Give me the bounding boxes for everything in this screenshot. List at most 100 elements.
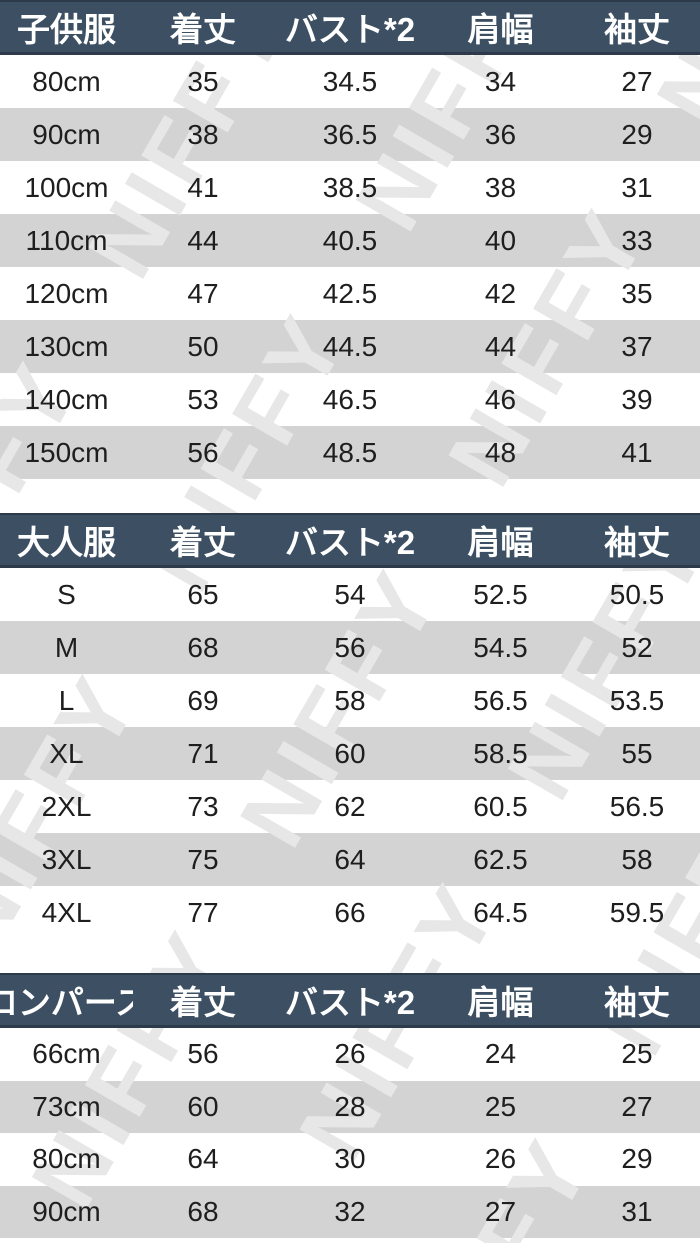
size-value: 42.5	[273, 267, 427, 320]
column-header-bust: バスト*2	[284, 524, 416, 561]
size-label: L	[0, 674, 133, 727]
cell-text: 2XL	[41, 790, 92, 822]
size-label: 66cm	[0, 1028, 133, 1081]
cell-text: 66cm	[32, 1038, 101, 1070]
size-value: 34.5	[273, 55, 427, 108]
cell-text: 69	[187, 684, 219, 716]
column-header-bust: バスト*2	[284, 11, 416, 48]
size-value: 40.5	[273, 214, 427, 267]
cell-text: 140cm	[24, 383, 109, 415]
table-row: 100cm 41 38.5 38 31	[0, 161, 700, 214]
cell-text: 25	[621, 1038, 653, 1070]
cell-text: 38	[484, 171, 517, 203]
cell-text: 54.5	[473, 631, 528, 663]
cell-text: XL	[49, 737, 84, 769]
size-value: 32	[273, 1186, 427, 1239]
cell-text: 34	[484, 65, 517, 97]
size-value: 73	[133, 780, 273, 833]
cell-text: 80cm	[32, 65, 101, 97]
adults-size-table: 大人服 着丈 バスト*2 肩幅 袖丈 S 65 54 52.5 50.5 M 68 56 54.…	[0, 513, 700, 939]
table-row: 3XL 75 64 62.5 58	[0, 833, 700, 886]
cell-text: 50.5	[609, 578, 665, 610]
cell-text: 46.5	[322, 383, 378, 415]
cell-text: 120cm	[24, 277, 109, 309]
cell-text: 52	[621, 631, 653, 663]
size-value: 25	[427, 1081, 574, 1134]
size-value: 50.5	[574, 568, 700, 621]
cell-text: 30	[334, 1143, 366, 1175]
cell-text: 33	[621, 224, 653, 256]
size-value: 56.5	[427, 674, 574, 727]
size-label: XL	[0, 727, 133, 780]
cell-text: 26	[484, 1143, 517, 1175]
size-value: 68	[133, 621, 273, 674]
cell-text: 130cm	[24, 330, 109, 362]
cell-text: 41	[187, 171, 219, 203]
cell-text: 44	[484, 330, 517, 362]
cell-text: 77	[187, 896, 219, 928]
size-value: 33	[574, 214, 700, 267]
size-value: 48.5	[273, 426, 427, 479]
size-label: 130cm	[0, 320, 133, 373]
cell-text: 150cm	[24, 436, 109, 468]
size-value: 58	[273, 674, 427, 727]
size-label: 90cm	[0, 108, 133, 161]
size-value: 37	[574, 320, 700, 373]
cell-text: 64	[187, 1143, 219, 1175]
size-value: 64.5	[427, 886, 574, 939]
cell-text: 64	[334, 843, 366, 875]
cell-text: 26	[334, 1038, 366, 1070]
size-value: 53	[133, 373, 273, 426]
size-label: 140cm	[0, 373, 133, 426]
size-value: 54.5	[427, 621, 574, 674]
kids-size-table: 子供服 着丈 バスト*2 肩幅 袖丈 80cm 35 34.5 34 27 90cm 38 3…	[0, 0, 700, 479]
cell-text: 58	[334, 684, 366, 716]
cell-text: 53.5	[609, 684, 665, 716]
cell-text: 73cm	[32, 1090, 101, 1122]
cell-text: 66	[334, 896, 366, 928]
table-row: 90cm 38 36.5 36 29	[0, 108, 700, 161]
size-value: 71	[133, 727, 273, 780]
cell-text: 27	[484, 1195, 517, 1227]
size-value: 26	[273, 1028, 427, 1081]
size-value: 38	[133, 108, 273, 161]
cell-text: 35	[187, 65, 219, 97]
cell-text: 56.5	[473, 684, 528, 716]
size-label: 80cm	[0, 1133, 133, 1186]
size-value: 44.5	[273, 320, 427, 373]
cell-text: 31	[621, 1195, 653, 1227]
size-value: 60	[133, 1081, 273, 1134]
column-header-bust: バスト*2	[284, 984, 416, 1021]
size-label: 4XL	[0, 886, 133, 939]
cell-text: 80cm	[32, 1143, 101, 1175]
size-value: 27	[427, 1186, 574, 1239]
cell-text: 34.5	[322, 65, 378, 97]
size-value: 38.5	[273, 161, 427, 214]
cell-text: 42.5	[322, 277, 378, 309]
size-value: 38	[427, 161, 574, 214]
column-header-sleeve: 袖丈	[604, 524, 670, 561]
cell-text: 39	[621, 383, 653, 415]
size-label: 120cm	[0, 267, 133, 320]
cell-text: 41	[621, 436, 653, 468]
size-value: 36	[427, 108, 574, 161]
cell-text: 47	[187, 277, 219, 309]
size-value: 46.5	[273, 373, 427, 426]
table-row: 80cm 64 30 26 29	[0, 1133, 700, 1186]
size-value: 39	[574, 373, 700, 426]
size-label: 2XL	[0, 780, 133, 833]
size-value: 41	[133, 161, 273, 214]
table-row: M 68 56 54.5 52	[0, 621, 700, 674]
size-value: 31	[574, 161, 700, 214]
cell-text: 27	[621, 65, 653, 97]
table-row: L 69 58 56.5 53.5	[0, 674, 700, 727]
cell-text: 71	[187, 737, 219, 769]
size-value: 55	[574, 727, 700, 780]
size-value: 75	[133, 833, 273, 886]
size-value: 44	[133, 214, 273, 267]
cell-text: 3XL	[41, 843, 92, 875]
table-row: 120cm 47 42.5 42 35	[0, 267, 700, 320]
cell-text: 75	[187, 843, 219, 875]
size-value: 35	[133, 55, 273, 108]
size-value: 26	[427, 1133, 574, 1186]
